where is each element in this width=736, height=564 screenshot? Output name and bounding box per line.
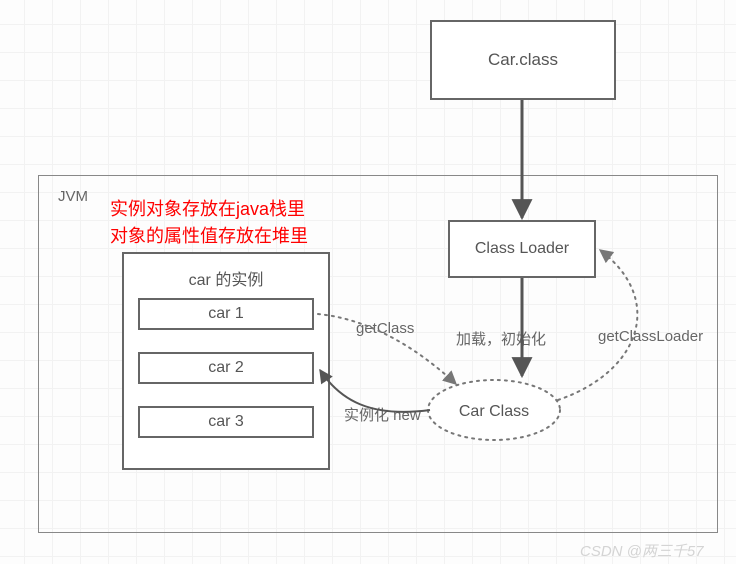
car1-box: car 1 bbox=[138, 298, 314, 330]
label-new: 实例化 new bbox=[344, 404, 421, 425]
car3-box: car 3 bbox=[138, 406, 314, 438]
label-getclass: getClass bbox=[356, 320, 414, 337]
car2-box: car 2 bbox=[138, 352, 314, 384]
car3-label: car 3 bbox=[208, 413, 244, 431]
jvm-label: JVM bbox=[58, 188, 88, 205]
annotation-red-1: 实例对象存放在java栈里 bbox=[110, 195, 305, 221]
car1-label: car 1 bbox=[208, 305, 244, 323]
class-loader-box: Class Loader bbox=[448, 220, 596, 278]
annotation-red-2: 对象的属性值存放在堆里 bbox=[110, 222, 308, 248]
instances-frame-title: car 的实例 bbox=[124, 266, 328, 290]
car-class-file-box: Car.class bbox=[430, 20, 616, 100]
label-load-init: 加载，初始化 bbox=[456, 328, 546, 349]
car-class-file-label: Car.class bbox=[488, 50, 558, 70]
watermark: CSDN @两三千57 bbox=[580, 540, 704, 561]
label-getclassloader: getClassLoader bbox=[598, 328, 703, 345]
class-loader-label: Class Loader bbox=[475, 240, 569, 258]
car2-label: car 2 bbox=[208, 359, 244, 377]
